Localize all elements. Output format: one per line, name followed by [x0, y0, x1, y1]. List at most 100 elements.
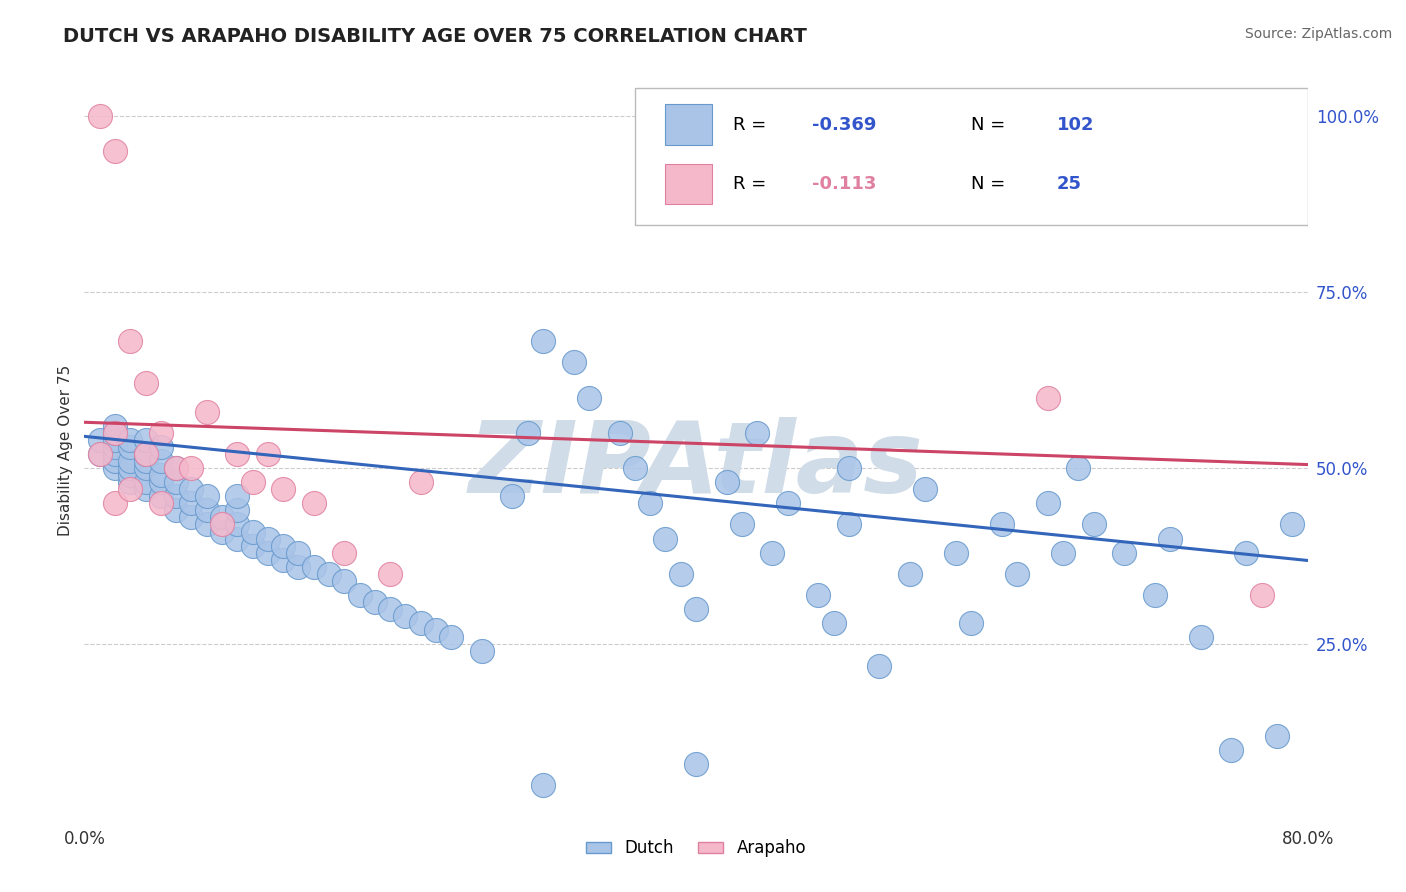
Point — [685, 757, 707, 772]
Point — [380, 566, 402, 581]
Point — [165, 489, 187, 503]
Point — [685, 602, 707, 616]
Point — [471, 644, 494, 658]
Point — [180, 510, 202, 524]
Point — [1220, 743, 1243, 757]
Point — [104, 425, 127, 440]
Point — [120, 440, 142, 454]
Point — [242, 539, 264, 553]
Point — [149, 475, 172, 490]
Point — [135, 447, 157, 461]
Point — [104, 144, 127, 158]
Bar — [665, 163, 713, 204]
Point — [135, 482, 157, 496]
Point — [211, 510, 233, 524]
Point — [149, 496, 172, 510]
Point — [104, 425, 127, 440]
Point — [425, 624, 447, 638]
Point — [945, 546, 967, 560]
Point — [89, 447, 111, 461]
Point — [120, 468, 142, 483]
Point — [1143, 588, 1166, 602]
Point — [776, 496, 799, 510]
Point — [104, 447, 127, 461]
Point — [502, 489, 524, 503]
Point — [991, 517, 1014, 532]
Point — [180, 482, 202, 496]
Point — [1250, 588, 1272, 602]
Point — [242, 475, 264, 490]
Point — [669, 566, 692, 581]
Point — [165, 503, 187, 517]
Point — [195, 489, 218, 503]
Point — [104, 433, 127, 447]
Point — [409, 616, 432, 631]
Point — [914, 482, 936, 496]
Point — [409, 475, 432, 490]
Text: 102: 102 — [1057, 116, 1094, 134]
Point — [747, 425, 769, 440]
Point — [257, 447, 280, 461]
Point — [1281, 517, 1303, 532]
Text: R =: R = — [733, 116, 772, 134]
Text: ZIPAtlas: ZIPAtlas — [468, 417, 924, 514]
Bar — [665, 104, 713, 145]
Point — [149, 454, 172, 468]
Point — [838, 461, 860, 475]
Point — [318, 566, 340, 581]
Point — [242, 524, 264, 539]
Point — [731, 517, 754, 532]
Point — [195, 517, 218, 532]
Point — [226, 503, 249, 517]
Text: 25: 25 — [1057, 175, 1081, 193]
Point — [104, 418, 127, 433]
Point — [823, 616, 845, 631]
Point — [562, 355, 585, 369]
Point — [135, 447, 157, 461]
Point — [226, 447, 249, 461]
Point — [516, 425, 538, 440]
Point — [104, 461, 127, 475]
Text: R =: R = — [733, 175, 772, 193]
Point — [1159, 532, 1181, 546]
Point — [380, 602, 402, 616]
Point — [394, 609, 416, 624]
Point — [120, 433, 142, 447]
Point — [120, 475, 142, 490]
Point — [120, 454, 142, 468]
Point — [638, 496, 661, 510]
Point — [211, 524, 233, 539]
Point — [135, 454, 157, 468]
Point — [120, 461, 142, 475]
Point — [1052, 546, 1074, 560]
Point — [1036, 391, 1059, 405]
Point — [1083, 517, 1105, 532]
Point — [226, 532, 249, 546]
Point — [302, 496, 325, 510]
Text: DUTCH VS ARAPAHO DISABILITY AGE OVER 75 CORRELATION CHART: DUTCH VS ARAPAHO DISABILITY AGE OVER 75 … — [63, 27, 807, 45]
Point — [104, 440, 127, 454]
Point — [135, 376, 157, 391]
Point — [440, 630, 463, 644]
Point — [226, 489, 249, 503]
Point — [271, 482, 294, 496]
Point — [1036, 496, 1059, 510]
Point — [226, 517, 249, 532]
FancyBboxPatch shape — [636, 87, 1308, 225]
Point — [104, 454, 127, 468]
Point — [302, 559, 325, 574]
Point — [1236, 546, 1258, 560]
Text: -0.369: -0.369 — [813, 116, 876, 134]
Point — [89, 447, 111, 461]
Point — [287, 559, 309, 574]
Point — [364, 595, 387, 609]
Point — [180, 461, 202, 475]
Point — [120, 334, 142, 348]
Point — [257, 546, 280, 560]
Point — [149, 489, 172, 503]
Point — [195, 503, 218, 517]
Legend: Dutch, Arapaho: Dutch, Arapaho — [579, 833, 813, 864]
Point — [135, 475, 157, 490]
Point — [89, 109, 111, 123]
Point — [531, 778, 554, 792]
